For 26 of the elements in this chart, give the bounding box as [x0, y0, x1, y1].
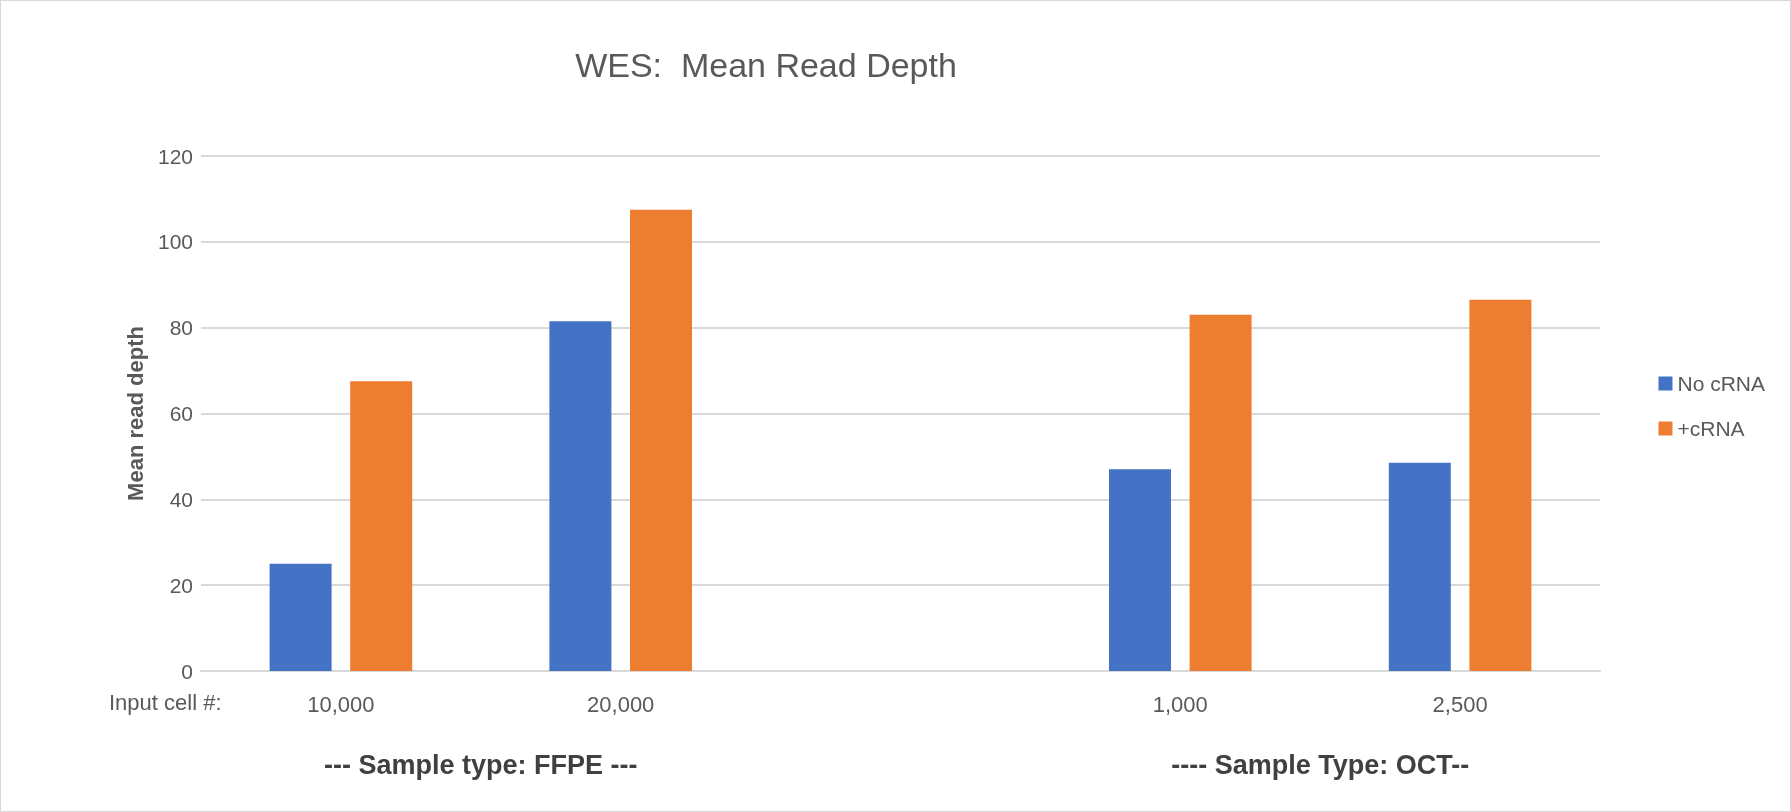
chart-title: WES: Mean Read Depth	[575, 46, 957, 84]
y-tick-label: 20	[169, 573, 193, 597]
y-tick-label: 60	[169, 402, 193, 425]
text: --- Sample type: FFPE ---	[324, 749, 638, 780]
x-tick-label: 2,500	[1432, 691, 1488, 717]
legend-label: No cRNA	[1677, 372, 1766, 395]
y-tick-label: 0	[181, 659, 193, 683]
bar	[350, 381, 413, 671]
x-tick-label: 1,000	[1152, 691, 1208, 717]
bar	[269, 563, 332, 671]
y-tick-label: 100	[157, 230, 193, 254]
bar	[1109, 469, 1171, 671]
x-tick-label: 10,000	[307, 691, 375, 717]
y-tick-label: 80	[169, 316, 193, 340]
y-tick-label: 40	[169, 487, 193, 511]
y-tick-label: 120	[157, 144, 193, 168]
legend-label: +cRNA	[1677, 417, 1745, 440]
bar	[630, 209, 692, 671]
bar	[1388, 462, 1451, 671]
text: Input cell #:	[109, 689, 222, 715]
text: ---- Sample Type: OCT--	[1171, 749, 1470, 780]
x-tick-label: 20,000	[587, 691, 655, 717]
y-axis-title: Mean read depth	[122, 326, 148, 501]
bar	[1189, 314, 1252, 671]
bar	[549, 321, 612, 671]
bar	[1469, 299, 1532, 671]
